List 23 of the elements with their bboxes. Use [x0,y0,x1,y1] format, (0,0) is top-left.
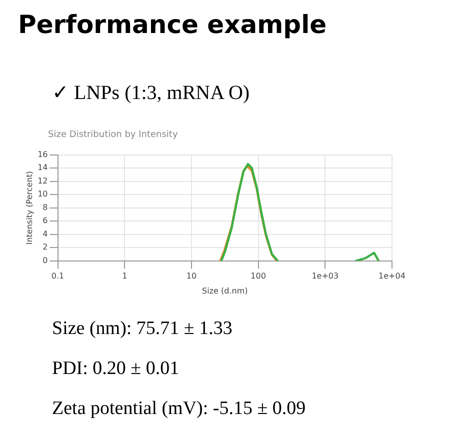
x-axis-title: Size (d.nm) [202,286,248,296]
y-tick-label: 2 [42,242,48,252]
x-tick-label: 10 [186,272,197,281]
chart-title: Performance example [18,10,327,39]
x-tick-label: 1 [122,272,128,281]
y-tick-label: 0 [42,256,48,265]
text: Size Distribution by Intensity [48,130,178,140]
x-tick-label: 0.1 [51,272,64,281]
y-axis-title: Intensity (Percent) [24,170,34,245]
y-tick-label: 12 [38,176,48,186]
y-tick-label: 16 [38,150,48,159]
y-tick-label: 8 [42,202,48,212]
y-tick-label: 6 [42,216,48,226]
text: Zeta potential (mV): -5.15 ± 0.09 [52,398,306,420]
text: Size (nm): 75.71 ± 1.33 [52,318,232,340]
y-tick-label: 10 [38,190,48,199]
text: PDI: 0.20 ± 0.01 [52,358,180,380]
x-tick-label: 1e+04 [378,272,406,281]
y-tick-label: 4 [42,229,48,238]
x-tick-label: 1e+03 [312,272,339,281]
x-tick-label: 100 [250,272,266,281]
y-tick-label: 14 [38,163,48,172]
chart-subtitle: ✓ LNPs (1:3, mRNA O) [52,81,250,105]
